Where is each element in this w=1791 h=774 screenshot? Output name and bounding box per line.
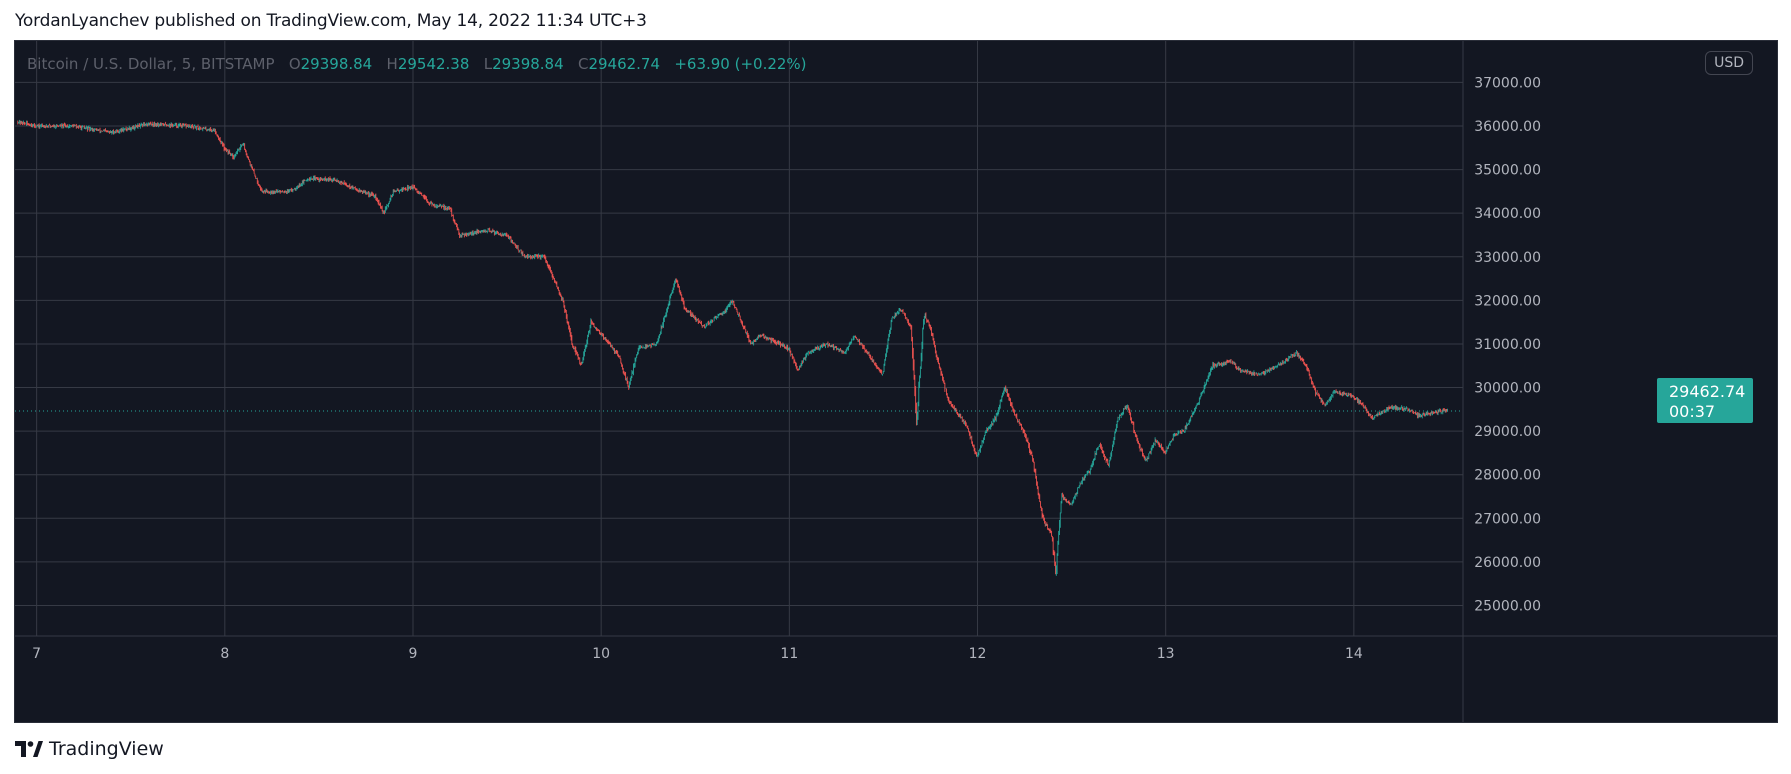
legend-open-label: O	[288, 55, 301, 73]
y-tick-label: 32000.00	[1474, 293, 1541, 309]
x-tick-label: 7	[32, 646, 41, 662]
x-tick-label: 8	[220, 646, 229, 662]
y-tick-label: 26000.00	[1474, 555, 1541, 571]
x-tick-label: 12	[969, 646, 987, 662]
currency-button[interactable]: USD	[1705, 51, 1753, 75]
last-price-tag: 29462.74 00:37	[1657, 378, 1753, 423]
legend-open-value: 29398.84	[300, 55, 373, 73]
x-tick-label: 11	[780, 646, 798, 662]
y-tick-label: 25000.00	[1474, 598, 1541, 614]
legend-close-value: 29462.74	[588, 55, 661, 73]
x-tick-label: 10	[592, 646, 610, 662]
x-tick-label: 13	[1157, 646, 1175, 662]
legend-high-value: 29542.38	[397, 55, 470, 73]
y-tick-label: 30000.00	[1474, 381, 1541, 397]
y-tick-label: 35000.00	[1474, 163, 1541, 179]
last-price-value: 29462.74	[1669, 382, 1746, 401]
legend-high-label: H	[386, 55, 398, 73]
legend-change: +63.90 (+0.22%)	[674, 55, 807, 73]
chart-legend: Bitcoin / U.S. Dollar, 5, BITSTAMP O2939…	[27, 55, 807, 73]
legend-low-value: 29398.84	[492, 55, 564, 73]
x-tick-label: 14	[1345, 646, 1363, 662]
y-tick-label: 29000.00	[1474, 424, 1541, 440]
x-tick-label: 9	[409, 646, 418, 662]
chart-panel[interactable]: 25000.00 26000.00 27000.00 28000.00 29000.00…	[14, 40, 1778, 723]
price-chart[interactable]: 25000.00 26000.00 27000.00 28000.00 29000.00…	[15, 41, 1777, 722]
y-tick-label: 31000.00	[1474, 337, 1541, 353]
footer-brand: TradingView	[49, 738, 164, 760]
legend-symbol: Bitcoin / U.S. Dollar, 5, BITSTAMP	[27, 55, 275, 73]
y-tick-label: 37000.00	[1474, 75, 1541, 91]
legend-close-label: C	[577, 55, 589, 73]
tradingview-logo: TradingView	[15, 738, 164, 760]
legend-low-label: L	[483, 55, 493, 73]
y-tick-label: 34000.00	[1474, 206, 1541, 222]
y-tick-label: 33000.00	[1474, 250, 1541, 266]
tradingview-logo-icon	[15, 741, 43, 757]
publisher-line: YordanLyanchev published on TradingView.…	[15, 11, 647, 31]
y-tick-label: 36000.00	[1474, 119, 1541, 135]
y-tick-label: 27000.00	[1474, 511, 1541, 527]
y-tick-label: 28000.00	[1474, 468, 1541, 484]
bar-countdown: 00:37	[1669, 402, 1716, 421]
